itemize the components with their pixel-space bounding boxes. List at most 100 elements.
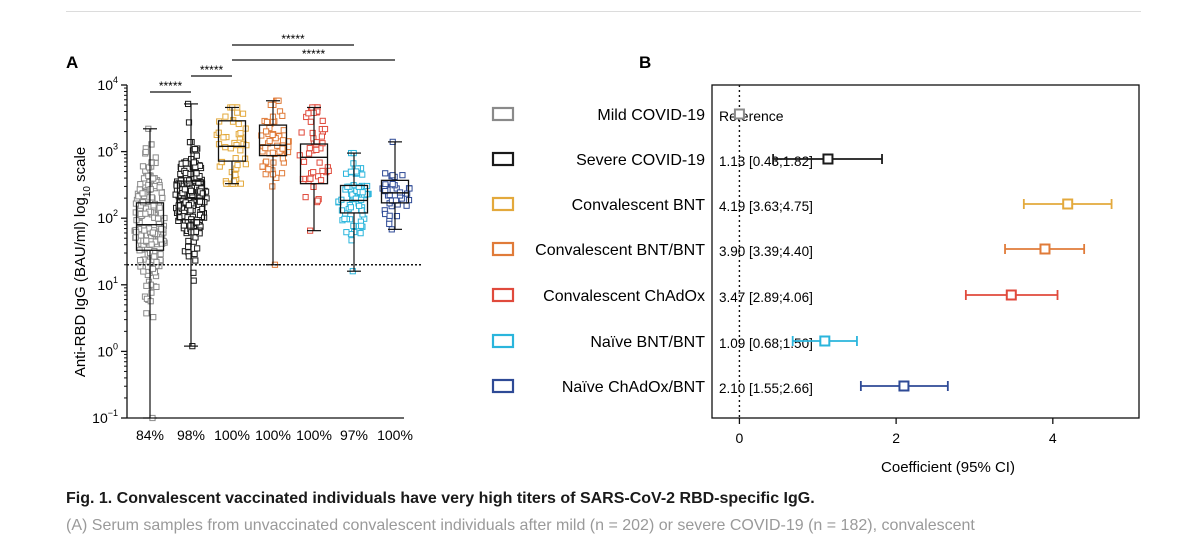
data-point [262, 128, 270, 135]
legend-swatch [491, 151, 515, 167]
data-point [151, 253, 158, 260]
group-label: Mild COVID-19 [597, 107, 705, 124]
data-point [399, 172, 406, 179]
data-point [382, 187, 389, 195]
data-point [296, 152, 303, 159]
data-point [262, 144, 269, 152]
forest-rows: Mild COVID-19 Reference Severe COVID-19 1.1… [491, 106, 1113, 396]
data-point [313, 146, 320, 153]
data-point [278, 170, 286, 177]
box-iqr [258, 124, 288, 157]
data-point [132, 234, 139, 241]
significance-label: ***** [200, 63, 224, 77]
seropositive-labels: 84% 98% 100% 100% 100% 97% 100% [136, 427, 413, 443]
panel-a-y-axis-title: Anti-RBD IgG (BAU/ml) log10 scale [72, 147, 93, 377]
legend-swatch [491, 287, 515, 303]
significance-label: ***** [281, 32, 305, 46]
data-point [319, 167, 326, 175]
data-point [140, 268, 147, 275]
data-point [187, 187, 195, 194]
data-point [149, 229, 156, 236]
seropositive-label: 100% [214, 427, 250, 443]
estimate-text: 2.10 [1.55;2.66] [719, 381, 813, 396]
data-point [218, 158, 225, 166]
seropositive-label: 98% [177, 427, 205, 443]
data-point [233, 142, 240, 149]
data-point [316, 159, 323, 166]
data-point [298, 129, 305, 136]
data-point [190, 159, 197, 166]
box-iqr [339, 184, 369, 214]
estimate-text: 1.13 [0.43;1.82] [719, 154, 813, 169]
data-point [190, 277, 197, 284]
estimate-text: Reference [719, 108, 784, 124]
box-iqr [135, 202, 165, 251]
data-point [150, 314, 157, 321]
data-point [235, 120, 242, 128]
data-point [263, 158, 270, 165]
data-point [359, 171, 366, 178]
significance-label: ***** [302, 47, 326, 61]
data-point [344, 183, 351, 190]
data-point [143, 282, 150, 289]
data-point [343, 229, 350, 236]
data-point [243, 142, 250, 149]
x-tick-label: 0 [736, 430, 744, 446]
data-point [142, 210, 149, 217]
data-point [156, 204, 163, 211]
data-point [347, 168, 354, 175]
data-point [175, 202, 182, 209]
data-point [279, 112, 286, 119]
estimate-marker [819, 335, 831, 347]
data-point [149, 265, 157, 272]
significance-bars: ******************** [150, 32, 395, 93]
data-point [317, 177, 325, 184]
data-point [195, 179, 202, 186]
data-point [172, 191, 179, 198]
data-point [259, 163, 266, 170]
data-point [152, 154, 159, 161]
data-point [139, 163, 147, 170]
seropositive-label: 100% [255, 427, 291, 443]
estimate-marker [1005, 289, 1017, 301]
data-point [300, 158, 308, 165]
data-point [159, 194, 166, 202]
data-point [237, 180, 244, 187]
data-point [187, 207, 194, 214]
data-point [350, 222, 357, 230]
data-point [237, 147, 244, 154]
data-point [310, 169, 317, 176]
data-point [302, 194, 309, 201]
data-point [279, 145, 286, 152]
data-point [216, 118, 223, 125]
box-iqr [380, 179, 410, 204]
panel-b-label: B [639, 53, 651, 72]
data-point [185, 237, 192, 245]
data-point [148, 241, 155, 248]
data-point [154, 215, 162, 222]
significance-label: ***** [159, 79, 183, 93]
data-point [186, 139, 194, 146]
data-point [193, 170, 200, 177]
legend-swatch [491, 241, 515, 257]
data-point [234, 109, 241, 116]
data-point [280, 127, 287, 134]
data-point [173, 182, 180, 189]
panel-a: A Anti-RBD IgG (BAU/ml) log10 scale 10−1… [66, 32, 422, 443]
panel-b-x-axis-title: Coefficient (95% CI) [881, 459, 1015, 476]
data-point [273, 174, 280, 181]
data-point [393, 213, 401, 220]
box-iqr [299, 143, 329, 185]
x-tick-label: 4 [1049, 430, 1057, 446]
data-point [348, 237, 355, 244]
data-point [192, 257, 199, 264]
data-point [349, 191, 356, 198]
data-point [234, 161, 241, 169]
data-point [347, 204, 354, 211]
data-point [193, 152, 200, 159]
data-point [147, 186, 154, 193]
y-tick-label: 10−1 [92, 408, 118, 426]
estimate-marker [898, 380, 910, 392]
data-point [279, 155, 286, 162]
data-point [305, 110, 312, 117]
